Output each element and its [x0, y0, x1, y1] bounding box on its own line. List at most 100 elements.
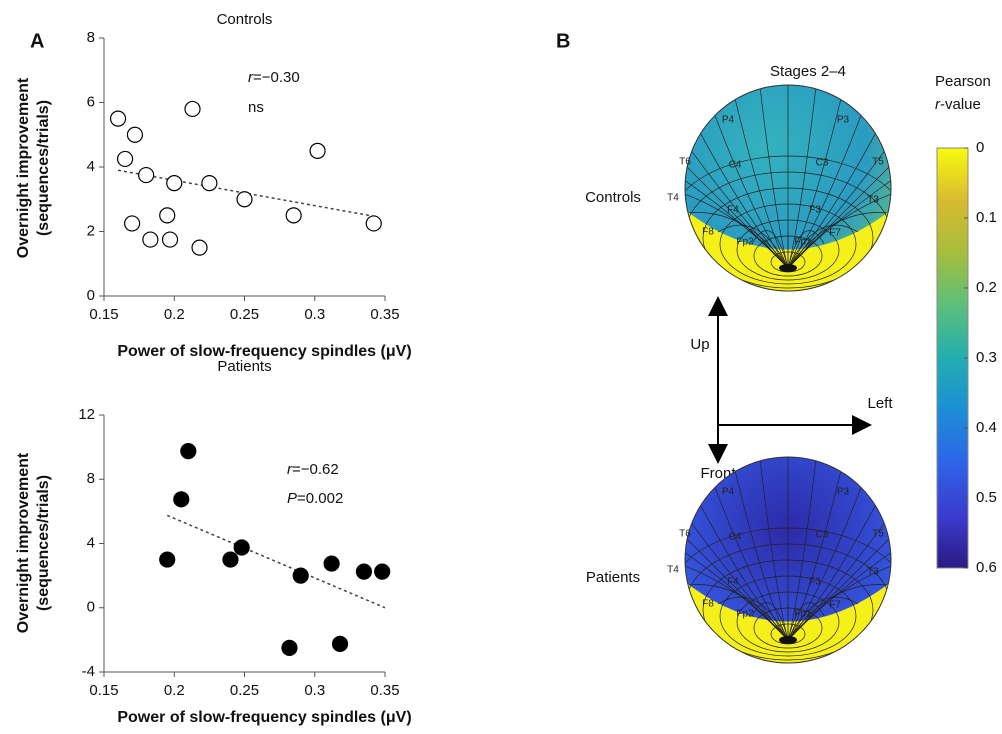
- meridian: [685, 468, 789, 641]
- meridian: [685, 499, 789, 641]
- point: [331, 635, 349, 652]
- meridian: [688, 584, 789, 641]
- colorbar-tick-label: 0.6: [976, 559, 997, 576]
- electrode-label: T6: [679, 529, 691, 540]
- y-tick-label: 4: [87, 158, 95, 175]
- trend-line: [166, 514, 386, 609]
- meridian: [717, 224, 789, 269]
- meridian: [787, 584, 888, 641]
- chart-title: Controls: [217, 11, 273, 28]
- y-tick-label: 6: [87, 93, 95, 110]
- colorbar-tick-label: 0.4: [976, 419, 997, 436]
- point: [161, 231, 179, 248]
- text: =0.002: [297, 490, 343, 507]
- meridian: [751, 85, 789, 269]
- meridian: [717, 85, 789, 269]
- y-tick-label: 4: [87, 534, 95, 551]
- x-axis-label: Power of slow-frequency spindles (μV): [117, 709, 411, 726]
- point: [292, 567, 309, 584]
- sphere-outline: [684, 84, 892, 292]
- x-tick-label: 0.25: [230, 682, 259, 699]
- y-tick-label: 8: [87, 470, 95, 487]
- point: [281, 639, 298, 657]
- y-axis-label: Overnight improvement: [15, 77, 32, 258]
- electrode-label: C3: [816, 530, 829, 541]
- x-tick-label: 0.35: [370, 306, 399, 323]
- point: [180, 443, 197, 460]
- y-axis-label: (sequences/trials): [35, 100, 52, 236]
- arrow-label: Up: [690, 336, 709, 353]
- arrow-label: Left: [867, 395, 893, 412]
- annotation: r=−0.30: [248, 69, 300, 86]
- meridian: [787, 85, 888, 269]
- italic-text: r: [935, 96, 941, 113]
- point: [166, 175, 183, 192]
- meridian: [787, 85, 825, 269]
- meridian: [688, 212, 789, 269]
- colorbar-tick-label: 0: [976, 139, 984, 156]
- electrode-label: F7: [829, 600, 841, 611]
- point: [138, 166, 155, 184]
- point: [222, 551, 239, 568]
- electrode-label: P4: [722, 115, 735, 126]
- point: [323, 555, 340, 572]
- electrode-label: F8: [702, 599, 714, 610]
- x-tick-label: 0.15: [89, 682, 118, 699]
- row-label: Patients: [586, 569, 640, 586]
- electrode-label: T5: [872, 529, 884, 540]
- electrode-label: T5: [872, 157, 884, 168]
- colorbar-tick-label: 0.5: [976, 489, 997, 506]
- x-tick-label: 0.3: [304, 306, 325, 323]
- text: =−0.62: [292, 461, 339, 478]
- text: Pearson: [935, 73, 991, 90]
- meridian: [787, 602, 825, 641]
- point: [201, 175, 218, 192]
- electrode-label: F4: [727, 205, 739, 216]
- point: [365, 215, 382, 232]
- x-tick-label: 0.2: [164, 682, 185, 699]
- italic-text: r: [248, 69, 254, 86]
- pole: [779, 636, 797, 644]
- meridian: [685, 85, 789, 269]
- meridian: [787, 530, 891, 641]
- electrode-label: C3: [816, 158, 829, 169]
- meridian: [685, 457, 789, 641]
- meridian: [751, 602, 789, 641]
- text: =−0.30: [253, 69, 300, 86]
- point: [374, 563, 391, 580]
- meridian: [787, 457, 888, 641]
- meridian: [787, 212, 888, 269]
- head-sphere: [685, 457, 891, 663]
- meridian: [751, 457, 789, 641]
- electrode-label: F4: [727, 577, 739, 588]
- meridian: [787, 158, 891, 269]
- electrode-label: Fp2: [736, 609, 754, 620]
- point: [116, 150, 134, 168]
- y-tick-label: 8: [87, 29, 95, 46]
- italic-text: r: [287, 461, 293, 478]
- annotation: r=−0.62: [287, 461, 339, 478]
- pole: [779, 264, 797, 272]
- point: [355, 563, 373, 580]
- y-tick-label: 12: [78, 406, 95, 423]
- text: ns: [248, 99, 264, 116]
- electrode-label: P3: [837, 115, 850, 126]
- meridian: [688, 457, 789, 641]
- electrode-label: P4: [722, 487, 735, 498]
- electrode-label: T4: [667, 193, 679, 204]
- y-tick-label: 2: [87, 222, 95, 239]
- point: [236, 191, 253, 208]
- annotation: ns: [248, 99, 264, 116]
- point: [285, 207, 302, 224]
- meridian: [688, 85, 789, 269]
- meridian: [685, 96, 789, 269]
- sphere-outline: [684, 456, 892, 664]
- point: [191, 239, 208, 256]
- x-tick-label: 0.15: [89, 306, 118, 323]
- meridian: [751, 230, 789, 269]
- head-sphere: [685, 85, 891, 291]
- y-axis-label: (sequences/trials): [35, 475, 52, 611]
- colorbar-label: r-value: [935, 96, 981, 113]
- panel-label: A: [30, 30, 44, 52]
- meridian: [717, 596, 789, 641]
